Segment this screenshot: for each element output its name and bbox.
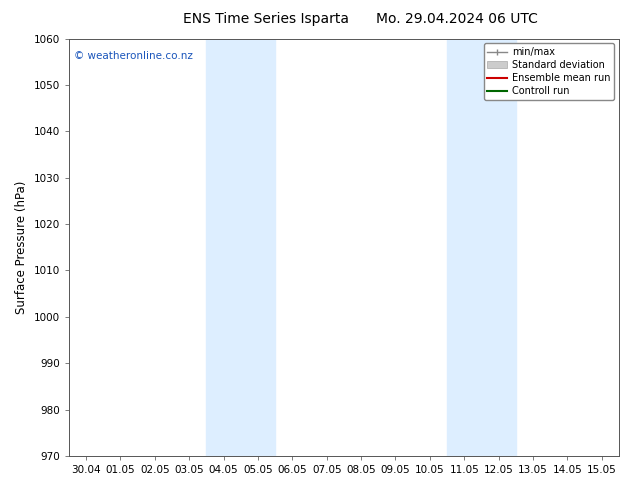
Text: Mo. 29.04.2024 06 UTC: Mo. 29.04.2024 06 UTC: [375, 12, 538, 26]
Y-axis label: Surface Pressure (hPa): Surface Pressure (hPa): [15, 181, 28, 314]
Bar: [241, 39, 275, 456]
Bar: [207, 39, 241, 456]
Legend: min/max, Standard deviation, Ensemble mean run, Controll run: min/max, Standard deviation, Ensemble me…: [484, 44, 614, 100]
Bar: [481, 39, 516, 456]
Text: ENS Time Series Isparta: ENS Time Series Isparta: [183, 12, 349, 26]
Bar: [447, 39, 481, 456]
Text: © weatheronline.co.nz: © weatheronline.co.nz: [74, 51, 193, 61]
